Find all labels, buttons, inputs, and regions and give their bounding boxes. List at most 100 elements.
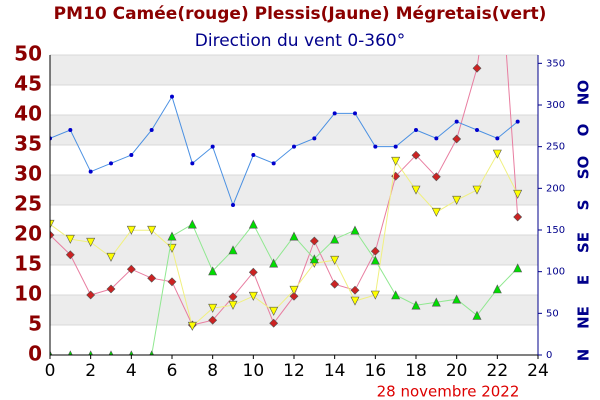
point <box>50 219 55 229</box>
point <box>431 297 441 307</box>
y-tick-label: 40 <box>14 102 42 126</box>
point <box>128 350 134 355</box>
y-tick-label: 5 <box>28 312 42 336</box>
point <box>411 150 421 160</box>
point <box>431 172 441 182</box>
point <box>292 144 296 149</box>
point <box>228 245 238 255</box>
y-tick-label: 50 <box>14 42 42 66</box>
point <box>68 128 73 132</box>
point <box>370 290 380 300</box>
point <box>454 119 459 124</box>
point <box>452 294 462 304</box>
point <box>475 128 479 132</box>
point <box>513 263 523 273</box>
point <box>391 290 401 300</box>
point <box>353 111 357 116</box>
y2-tick-label: 250 <box>546 142 565 153</box>
direction-label: N <box>575 349 593 362</box>
point <box>393 144 398 149</box>
series-line <box>50 55 519 326</box>
point <box>88 350 94 355</box>
point <box>210 144 215 149</box>
chart-title: PM10 Camée(rouge) Plessis(Jaune) Mégreta… <box>54 4 547 24</box>
x-tick-label: 2 <box>85 361 96 381</box>
point <box>350 285 360 295</box>
y-tick-label: 10 <box>14 282 42 306</box>
x-tick-label: 4 <box>126 361 137 381</box>
point <box>472 63 482 73</box>
point <box>330 279 340 289</box>
y-tick-label: 25 <box>14 192 42 216</box>
x-tick-label: 0 <box>45 361 56 381</box>
point <box>452 134 462 144</box>
x-tick-label: 14 <box>324 361 346 381</box>
point <box>414 128 418 132</box>
point <box>495 136 500 141</box>
x-tick-label: 24 <box>527 361 549 381</box>
point <box>271 161 276 166</box>
point <box>106 284 116 294</box>
point <box>373 144 378 149</box>
point <box>289 231 299 241</box>
y2-tick-label: 350 <box>546 58 565 69</box>
series-line <box>50 152 519 328</box>
point <box>147 273 157 283</box>
direction-label: E <box>575 275 593 285</box>
direction-label: NE <box>575 306 593 329</box>
y2-tick-label: 200 <box>546 183 565 194</box>
point <box>149 350 155 355</box>
point <box>492 149 502 159</box>
point <box>86 237 96 247</box>
point <box>515 119 520 124</box>
point <box>86 290 96 300</box>
direction-label: SE <box>575 232 593 253</box>
point <box>472 185 482 195</box>
direction-label: SO <box>575 156 593 180</box>
y2-tick-label: 100 <box>546 267 565 278</box>
point <box>431 207 441 217</box>
point <box>434 136 439 141</box>
point <box>190 161 195 166</box>
point <box>88 169 93 174</box>
point <box>167 277 177 287</box>
point <box>208 315 218 325</box>
point <box>208 266 218 276</box>
y-tick-label: 0 <box>28 342 42 366</box>
point <box>187 219 197 229</box>
y-tick-label: 35 <box>14 132 42 156</box>
point <box>228 300 238 310</box>
point <box>472 310 482 320</box>
point <box>248 219 258 229</box>
point <box>391 156 401 166</box>
x-tick-label: 20 <box>446 361 468 381</box>
point <box>126 264 136 274</box>
point <box>248 267 258 277</box>
point <box>251 153 256 157</box>
point <box>129 153 134 157</box>
x-tick-label: 6 <box>167 361 178 381</box>
point <box>411 185 421 195</box>
point <box>187 321 197 331</box>
point <box>109 161 113 166</box>
point <box>492 284 502 294</box>
x-tick-label: 16 <box>365 361 387 381</box>
point <box>411 300 421 310</box>
grid-band <box>50 55 538 85</box>
x-tick-label: 12 <box>283 361 305 381</box>
point <box>370 246 380 256</box>
y2-tick-label: 150 <box>546 225 565 236</box>
y-tick-label: 20 <box>14 222 42 246</box>
point <box>370 255 380 265</box>
y-tick-label: 15 <box>14 252 42 276</box>
grid-band <box>50 175 538 205</box>
point <box>149 128 154 132</box>
x-tick-label: 18 <box>405 361 427 381</box>
point <box>67 350 73 355</box>
y-tick-label: 30 <box>14 162 42 186</box>
point <box>332 111 337 116</box>
point <box>228 292 238 302</box>
x-tick-label: 8 <box>207 361 218 381</box>
point <box>269 306 279 316</box>
